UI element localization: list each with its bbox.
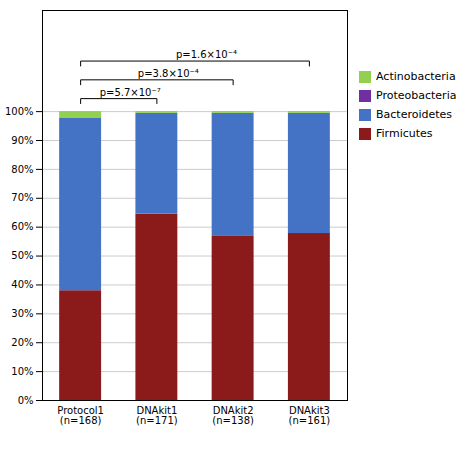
svg-text:DNAkit2(n=138): DNAkit2(n=138) [212, 405, 254, 426]
svg-text:80%: 80% [11, 164, 33, 175]
svg-text:DNAkit1(n=171): DNAkit1(n=171) [136, 405, 178, 426]
svg-text:50%: 50% [11, 250, 33, 261]
svg-text:p=1.6×10⁻⁴: p=1.6×10⁻⁴ [176, 49, 237, 60]
html-text:Firmicutes: Firmicutes [376, 127, 433, 140]
html-text:Bacteroidetes: Bacteroidetes [376, 108, 452, 121]
svg-text:20%: 20% [11, 337, 33, 348]
svg-text:Protocol1(n=168): Protocol1(n=168) [57, 405, 104, 426]
svg-text:40%: 40% [11, 279, 33, 290]
svg-text:30%: 30% [11, 308, 33, 319]
svg-text:10%: 10% [11, 366, 33, 377]
svg-text:DNAkit3(n=161): DNAkit3(n=161) [289, 405, 331, 426]
svg-text:p=3.8×10⁻⁴: p=3.8×10⁻⁴ [138, 68, 199, 79]
svg-text:p=5.7×10⁻⁷: p=5.7×10⁻⁷ [100, 87, 161, 98]
svg-text:100%: 100% [5, 106, 34, 117]
svg-text:70%: 70% [11, 192, 33, 203]
html-text:Proteobacteria: Proteobacteria [376, 89, 457, 102]
svg-text:90%: 90% [11, 135, 33, 146]
svg-text:0%: 0% [18, 395, 34, 406]
html-text:Actinobacteria: Actinobacteria [376, 70, 456, 83]
svg-text:60%: 60% [11, 221, 33, 232]
